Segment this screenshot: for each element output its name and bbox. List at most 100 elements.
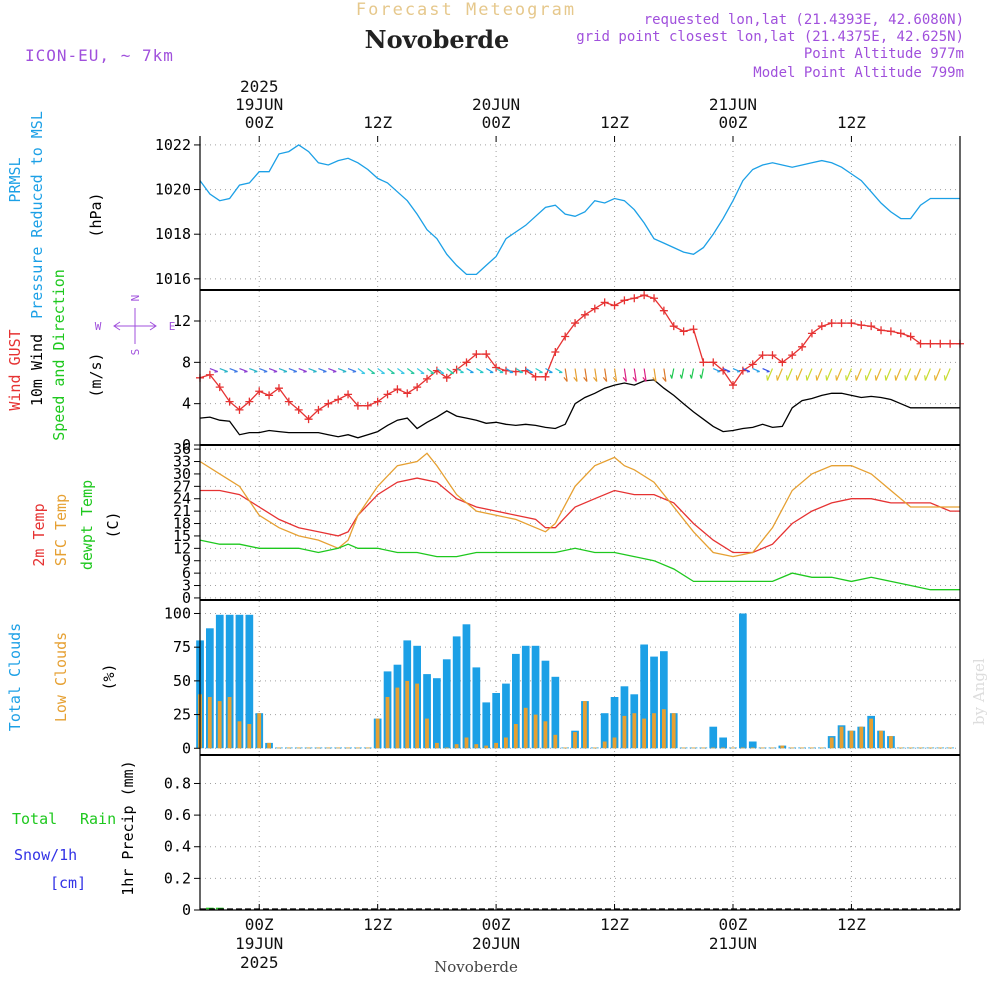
low-cloud-bar <box>612 737 617 749</box>
total-cloud-bar <box>541 660 550 749</box>
wind-direction-arrow <box>612 368 618 382</box>
model-label: ICON-EU, ~ 7km <box>25 46 174 65</box>
low-cloud-bar <box>642 718 646 749</box>
wind-direction-arrow <box>742 367 751 373</box>
y-tick-label: 12 <box>173 312 191 330</box>
gust-point <box>314 405 323 414</box>
gust-point <box>590 304 599 313</box>
gust-point <box>886 327 895 336</box>
wind-direction-arrow <box>815 368 823 381</box>
wind-direction-arrow <box>209 367 219 373</box>
wind-direction-arrow <box>669 368 675 379</box>
wind-direction-arrow <box>347 367 357 373</box>
wind-direction-arrow <box>622 368 628 382</box>
gust-point <box>620 296 629 305</box>
time-label-top: 00Z <box>482 113 511 132</box>
y-tick-label: 18 <box>173 515 191 533</box>
gust-point <box>630 294 639 303</box>
low-cloud-bar <box>583 701 587 749</box>
low-cloud-bar <box>464 737 469 749</box>
low-cloud-bar <box>592 747 597 749</box>
gust-point <box>748 360 757 369</box>
compass-n: N <box>129 295 142 302</box>
gust-point <box>798 342 807 351</box>
gust-point <box>482 350 491 359</box>
compass-e: E <box>169 320 176 333</box>
low-cloud-bar <box>543 721 548 749</box>
wind-direction-arrow <box>722 367 731 373</box>
y-tick-label: 100 <box>164 604 191 622</box>
wind-direction-arrow <box>466 368 474 374</box>
gust-point <box>492 363 501 372</box>
wind-direction-arrow <box>632 368 637 382</box>
y-axis-label: 10m Wind <box>28 334 46 406</box>
wind-direction-arrow <box>456 368 464 374</box>
low-cloud-bar <box>444 747 449 749</box>
wind-direction-arrow <box>229 367 238 373</box>
gust-point <box>531 372 540 381</box>
precip-label-snow: Snow/1h <box>14 846 77 864</box>
y-tick-label: 1018 <box>155 225 191 243</box>
low-cloud-bar <box>533 714 538 749</box>
total-cloud-bar <box>512 653 520 749</box>
low-cloud-bar <box>632 713 637 749</box>
low-cloud-bar <box>800 747 804 749</box>
time-label-bottom: 20JUN <box>472 934 520 953</box>
low-cloud-bar <box>721 747 725 749</box>
time-label-top: 20JUN <box>472 95 520 114</box>
wind-direction-arrow <box>835 368 843 381</box>
gust-point <box>462 358 471 367</box>
time-label-top: 19JUN <box>235 95 283 114</box>
low-cloud-bar <box>247 724 252 749</box>
low-cloud-bar <box>405 680 410 749</box>
wind-direction-arrow <box>239 367 248 373</box>
total-cloud-bar <box>423 674 431 749</box>
axis-labels: 202519JUN00Z00Z19JUN202512Z12Z20JUN00Z00… <box>6 77 866 972</box>
gust-point <box>837 319 846 328</box>
wind-direction-arrow <box>485 368 494 374</box>
y-tick-label: 15 <box>173 527 191 545</box>
low-cloud-bar <box>770 747 775 749</box>
low-cloud-bar <box>810 747 814 749</box>
wind-direction-arrow <box>766 368 774 381</box>
total-cloud-bar <box>610 697 619 749</box>
time-label-bottom: 12Z <box>837 915 866 934</box>
wind-direction-arrow <box>535 368 543 374</box>
wind-direction-arrow <box>446 368 455 375</box>
wind-direction-arrow <box>573 368 578 382</box>
gust-point <box>205 370 214 379</box>
total-cloud-bar <box>600 713 609 749</box>
wind-direction-arrow <box>762 367 770 373</box>
total-cloud-bar <box>531 645 540 749</box>
y-tick-label: 8 <box>182 353 191 371</box>
wind-direction-arrow <box>785 368 793 381</box>
gridpoint-coords: grid point closest lon,lat (21.4375E, 42… <box>576 29 964 45</box>
gust-point <box>738 366 747 375</box>
low-cloud-bar <box>573 732 577 749</box>
low-cloud-bar <box>948 747 952 749</box>
low-cloud-bar <box>296 747 301 749</box>
series-line-10m-wind <box>199 379 960 439</box>
low-cloud-bar <box>681 747 686 749</box>
series-line-prmsl <box>199 144 960 276</box>
low-cloud-bar <box>385 697 390 749</box>
gust-point <box>373 397 382 406</box>
wind-direction-arrow <box>357 368 366 375</box>
wind-direction-arrow <box>914 368 922 381</box>
low-cloud-bar <box>217 701 222 749</box>
gust-point <box>393 385 402 394</box>
wind-direction-arrow <box>563 368 568 382</box>
low-cloud-bar <box>622 715 627 749</box>
low-cloud-bar <box>267 742 271 749</box>
precip-label-cm: [cm] <box>50 874 86 892</box>
total-cloud-bar <box>462 624 471 749</box>
gust-point <box>334 395 343 404</box>
time-label-bottom: 12Z <box>600 915 629 934</box>
wind-direction-arrow <box>555 368 563 374</box>
y-tick-label: 75 <box>173 638 191 656</box>
y-tick-label: 9 <box>182 552 191 570</box>
low-cloud-bar <box>928 747 933 749</box>
time-label-top: 12Z <box>837 113 866 132</box>
time-label-bottom: 2025 <box>240 953 279 972</box>
